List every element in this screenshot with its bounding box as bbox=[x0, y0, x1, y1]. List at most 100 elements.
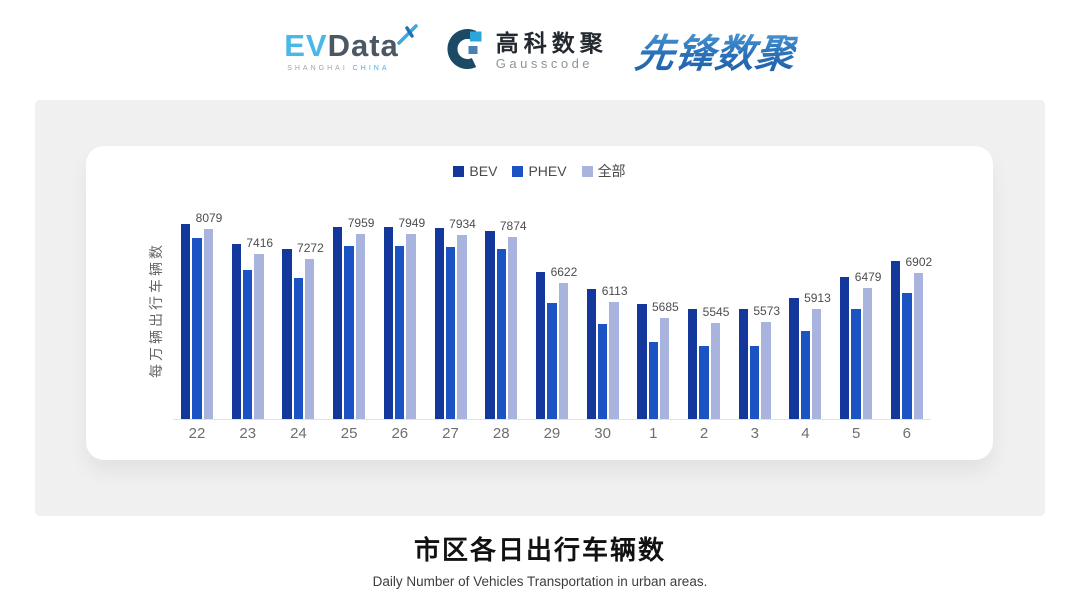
bar-group-22: 8079 bbox=[181, 210, 222, 419]
gausscode-wordmark: 高科数聚 Gausscode bbox=[495, 29, 608, 72]
bar-全部-28 bbox=[507, 237, 518, 419]
bar-value-label: 7272 bbox=[297, 241, 324, 255]
x-axis-tick-26: 26 bbox=[391, 425, 409, 442]
bar-BEV-6 bbox=[890, 261, 901, 419]
x-axis-tick-24: 24 bbox=[290, 425, 307, 442]
bar-value-label: 6902 bbox=[905, 255, 933, 269]
bar-PHEV-4 bbox=[800, 331, 811, 419]
bar-value-label: 5685 bbox=[651, 300, 679, 314]
legend-label: 全部 bbox=[597, 163, 626, 179]
bar-value-label: 5913 bbox=[804, 291, 831, 305]
y-axis-label: 每万辆出行车辆数 bbox=[148, 242, 164, 378]
bar-BEV-24 bbox=[282, 249, 292, 419]
chart-subtitle: Daily Number of Vehicles Transportation … bbox=[372, 574, 708, 589]
bar-PHEV-2 bbox=[699, 346, 709, 419]
legend-label: PHEV bbox=[528, 163, 567, 179]
chart-card: BEV PHEV 全部 每万辆出行车辆数 8079 7416 7272 7959 7949 7… bbox=[86, 146, 993, 460]
bar-group-3: 5573 bbox=[738, 210, 780, 419]
evdata-subtext: SHANGHAI CHINA bbox=[284, 65, 399, 72]
bar-PHEV-26 bbox=[395, 246, 405, 419]
bar-全部-25 bbox=[355, 234, 366, 419]
bar-PHEV-23 bbox=[243, 270, 253, 419]
bar-value-label: 5545 bbox=[702, 305, 730, 319]
bar-全部-3 bbox=[761, 322, 771, 419]
bar-PHEV-24 bbox=[293, 278, 304, 419]
bar-group-4: 5913 bbox=[789, 210, 831, 419]
bar-group-1: 5685 bbox=[637, 210, 679, 419]
bar-PHEV-29 bbox=[547, 303, 557, 419]
gausscode-logo: 高科数聚 Gausscode bbox=[445, 28, 608, 75]
gausscode-chinese-text: 高科数聚 bbox=[495, 29, 608, 56]
bar-BEV-23 bbox=[231, 244, 242, 419]
x-axis-tick-1: 1 bbox=[649, 425, 658, 442]
bar-BEV-26 bbox=[383, 227, 394, 419]
bar-BEV-25 bbox=[333, 227, 343, 419]
bar-group-2: 5545 bbox=[688, 210, 729, 419]
chart-legend: BEV PHEV 全部 bbox=[86, 161, 993, 181]
bar-value-label: 8079 bbox=[195, 211, 223, 225]
bar-group-26: 7949 bbox=[383, 210, 425, 419]
x-axis-tick-27: 27 bbox=[442, 425, 459, 442]
bar-PHEV-5 bbox=[851, 309, 861, 419]
bar-PHEV-25 bbox=[344, 246, 354, 419]
bar-group-5: 6479 bbox=[840, 210, 881, 419]
bar-PHEV-28 bbox=[496, 249, 506, 419]
bar-BEV-2 bbox=[688, 309, 698, 419]
bar-PHEV-27 bbox=[445, 247, 456, 419]
bar-PHEV-30 bbox=[597, 324, 608, 419]
gausscode-g-icon bbox=[445, 28, 487, 75]
bar-value-label: 7949 bbox=[398, 216, 426, 230]
bar-BEV-3 bbox=[738, 309, 749, 419]
bar-value-label: 7416 bbox=[246, 236, 274, 250]
gausscode-english-text: Gausscode bbox=[495, 56, 594, 71]
bar-group-6: 6902 bbox=[890, 210, 932, 419]
x-axis-tick-29: 29 bbox=[543, 425, 561, 442]
legend-item-PHEV[interactable]: PHEV bbox=[512, 163, 567, 179]
bar-value-label: 6113 bbox=[601, 284, 628, 298]
bar-group-28: 7874 bbox=[485, 210, 527, 419]
bar-BEV-4 bbox=[789, 298, 799, 419]
bar-全部-1 bbox=[659, 318, 670, 419]
sparkle-icon bbox=[397, 19, 419, 50]
evdata-data-text: Data bbox=[327, 28, 399, 63]
chart-panel: BEV PHEV 全部 每万辆出行车辆数 8079 7416 7272 7959 7949 7… bbox=[35, 100, 1045, 516]
x-axis-line bbox=[173, 419, 931, 420]
bar-group-24: 7272 bbox=[282, 210, 324, 419]
bar-全部-27 bbox=[457, 235, 467, 419]
bar-group-27: 7934 bbox=[434, 210, 476, 419]
bar-BEV-1 bbox=[637, 304, 647, 419]
bar-全部-23 bbox=[254, 254, 264, 419]
evdata-china-text: CHINA bbox=[352, 65, 390, 72]
x-axis-labels: 22 23 24 25 26 27 28 29 30 1 2 3 4 5 6 bbox=[173, 425, 931, 442]
bar-BEV-30 bbox=[586, 289, 596, 419]
x-axis-tick-4: 4 bbox=[801, 425, 810, 442]
bar-全部-29 bbox=[558, 283, 568, 419]
evdata-wordmark: EVData bbox=[284, 24, 418, 63]
plot-area: 8079 7416 7272 7959 7949 7934 7874 6622 6113 5685… bbox=[173, 210, 932, 419]
x-axis-tick-5: 5 bbox=[851, 425, 861, 442]
bar-全部-4 bbox=[812, 309, 822, 419]
x-axis-tick-6: 6 bbox=[902, 425, 912, 442]
legend-item-全部[interactable]: 全部 bbox=[581, 161, 626, 181]
logo-bar: EVData SHANGHAI CHINA bbox=[0, 20, 1080, 82]
evdata-ev-text: EV bbox=[284, 28, 328, 63]
bar-BEV-28 bbox=[485, 231, 495, 419]
caption-block: 市区各日出行车辆数 Daily Number of Vehicles Trans… bbox=[0, 530, 1080, 589]
bar-group-30: 6113 bbox=[586, 210, 628, 419]
bar-BEV-22 bbox=[181, 224, 191, 419]
x-axis-tick-28: 28 bbox=[492, 425, 510, 442]
bar-PHEV-22 bbox=[192, 238, 202, 419]
bar-BEV-5 bbox=[840, 277, 850, 419]
bar-group-23: 7416 bbox=[231, 210, 273, 419]
legend-swatch bbox=[581, 165, 593, 177]
x-axis-tick-25: 25 bbox=[340, 425, 358, 442]
xianfeng-logo: 先锋数聚 bbox=[632, 23, 800, 79]
chart-title: 市区各日出行车辆数 bbox=[413, 535, 666, 565]
legend-swatch bbox=[453, 165, 465, 177]
x-axis-tick-30: 30 bbox=[594, 425, 611, 442]
bar-PHEV-3 bbox=[750, 346, 760, 419]
legend-item-BEV[interactable]: BEV bbox=[453, 163, 497, 179]
bar-PHEV-6 bbox=[902, 293, 912, 419]
bar-全部-26 bbox=[406, 234, 416, 419]
x-axis-tick-2: 2 bbox=[699, 425, 709, 442]
